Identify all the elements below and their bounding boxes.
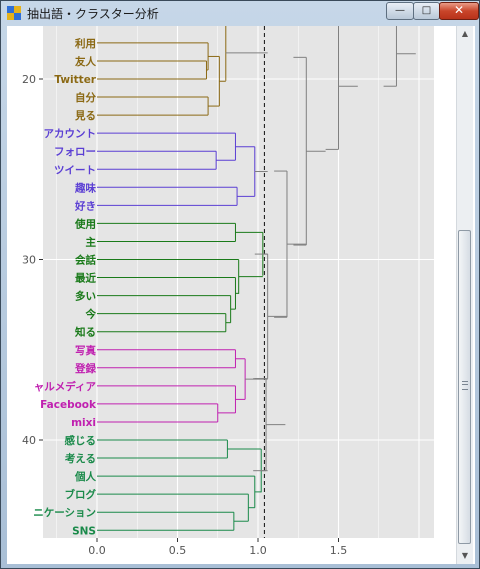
scroll-up-icon[interactable]: ▲ <box>461 29 469 38</box>
x-tick-label: 0.0 <box>88 544 106 557</box>
scroll-thumb[interactable] <box>458 230 471 544</box>
leaf-label: 会話 <box>75 254 96 267</box>
app-grid-icon[interactable] <box>7 6 21 20</box>
scroll-down-icon[interactable]: ▼ <box>461 551 469 560</box>
window-title: 抽出語・クラスター分析 <box>27 7 159 21</box>
leaf-label: 自分 <box>75 91 96 104</box>
leaf-label: mixi <box>71 417 96 429</box>
leaf-label: ブログ <box>65 488 97 501</box>
y-tick-label: 30 <box>22 254 36 267</box>
y-tick-label: 20 <box>22 73 36 86</box>
leaf-label: 最近 <box>75 272 96 285</box>
y-tick-label: 40 <box>22 434 36 447</box>
leaf-label: 主 <box>86 235 97 248</box>
leaf-label: 写真 <box>75 344 96 357</box>
leaf-label: アカウント <box>44 128 97 140</box>
leaf-label: 考える <box>65 452 96 465</box>
leaf-label: 多い <box>75 290 96 303</box>
leaf-label: 今 <box>85 308 97 321</box>
x-tick-label: 1.5 <box>330 544 348 557</box>
leaf-label: 知る <box>75 326 96 339</box>
x-tick-label: 1.0 <box>249 544 267 557</box>
leaf-label: フォロー <box>54 146 96 158</box>
leaf-label: 感じる <box>65 434 97 447</box>
minimize-button[interactable]: — <box>386 2 414 20</box>
title-bar[interactable]: 抽出語・クラスター分析 — □ ✕ <box>1 1 479 25</box>
leaf-label: 友人 <box>74 55 96 68</box>
leaf-label: 趣味 <box>74 181 96 194</box>
leaf-label: 個人 <box>74 470 96 483</box>
leaf-label: ツイート <box>54 164 96 176</box>
maximize-button[interactable]: □ <box>413 2 440 20</box>
scroll-grip-icon <box>462 381 468 390</box>
leaf-label: SNS <box>72 525 96 537</box>
leaf-label: ャルメディア <box>34 380 97 393</box>
leaf-label: 見る <box>74 110 96 122</box>
leaf-label: 好き <box>74 199 96 212</box>
leaf-label: 使用 <box>74 217 96 230</box>
leaf-label: Twitter <box>54 74 96 86</box>
x-tick-label: 0.5 <box>169 544 187 557</box>
plot-area: 利用友人 Twitter 自分見るアカウントフォローツイート趣味好き使用主会話最近多… <box>7 26 475 564</box>
leaf-label: 登録 <box>74 362 96 375</box>
close-button[interactable]: ✕ <box>439 2 479 20</box>
leaf-label: ニケーション <box>33 507 96 519</box>
leaf-label: Facebook <box>40 399 97 411</box>
vertical-scrollbar[interactable]: ▲ ▼ <box>456 26 473 564</box>
leaf-label: 利用 <box>75 37 96 50</box>
